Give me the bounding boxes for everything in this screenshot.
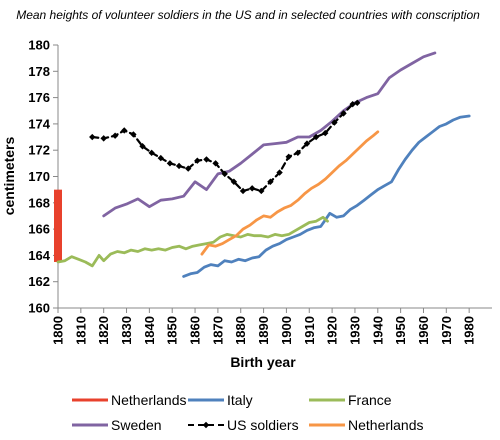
legend-item-italy: Italy	[188, 392, 253, 408]
series-us-soldiers-point	[157, 154, 164, 162]
legend-label: Italy	[227, 392, 253, 408]
y-tick-label: 162	[28, 274, 50, 289]
series-us-soldiers-point	[312, 133, 320, 141]
y-tick-label: 168	[28, 195, 50, 210]
series-italy-line	[182, 114, 471, 278]
x-tick-label: 1940	[370, 316, 385, 345]
series-netherlands-line	[200, 130, 380, 256]
legend-item-sweden: Sweden	[72, 417, 162, 433]
x-tick-label: 1820	[96, 316, 111, 345]
x-tick-label: 1880	[233, 316, 248, 345]
series-us-soldiers-point	[111, 132, 119, 139]
x-tick-label: 1830	[119, 316, 134, 345]
series-us-soldiers-point	[285, 153, 292, 160]
series-us-soldiers-line	[91, 101, 359, 193]
x-tick-label: 1960	[416, 316, 431, 345]
series-us-soldiers-point	[212, 160, 219, 167]
series-us-soldiers-point	[267, 178, 274, 185]
series-us-soldiers-point	[276, 169, 283, 176]
x-tick-label: 1890	[256, 316, 271, 345]
x-tick-label: 1970	[439, 316, 454, 345]
series-netherlands-range-bar	[54, 189, 62, 262]
x-tick-label: 1980	[462, 316, 477, 345]
legend-marker	[202, 421, 210, 429]
x-tick-label: 1910	[302, 316, 317, 345]
x-tick-label: 1840	[142, 316, 157, 345]
x-tick-label: 1860	[188, 316, 203, 345]
series-us-soldiers-point	[248, 185, 256, 192]
x-tick-label: 1930	[347, 316, 362, 345]
series-us-soldiers-point	[185, 165, 192, 172]
legend-label: Netherlands	[348, 417, 424, 433]
legend-item-netherlands: Netherlands	[309, 417, 424, 433]
series-us-soldiers-point	[89, 133, 96, 141]
y-tick-label: 160	[28, 301, 50, 316]
series-us-soldiers-point	[349, 100, 356, 108]
y-axis-label: centimeters	[1, 136, 17, 215]
series-us-soldiers-point	[331, 119, 338, 126]
series-us-soldiers-point	[258, 187, 265, 195]
y-tick-label: 180	[28, 38, 50, 53]
series-layer	[54, 51, 471, 278]
legend-label: US soldiers	[227, 417, 299, 433]
x-tick-label: 1800	[51, 316, 66, 345]
legend-item-us-soldiers: US soldiers	[188, 417, 299, 433]
series-us-soldiers-point	[239, 187, 247, 195]
y-tick-label: 166	[28, 222, 50, 237]
series-us-soldiers-point	[100, 135, 107, 142]
series-us-soldiers-point	[294, 149, 302, 157]
x-tick-label: 1810	[73, 316, 88, 345]
x-tick-label: 1950	[393, 316, 408, 345]
x-tick-label: 1900	[279, 316, 294, 345]
legend-item-netherlands: Netherlands	[72, 392, 187, 408]
series-sweden-line	[102, 51, 437, 218]
y-tick-label: 178	[28, 64, 50, 79]
series-us-soldiers-point	[148, 149, 155, 157]
series-us-soldiers-point	[354, 99, 361, 107]
series-us-soldiers-point	[230, 178, 238, 185]
y-tick-label: 170	[28, 169, 50, 184]
x-tick-label: 1920	[325, 316, 340, 345]
series-us-soldiers-point	[139, 143, 146, 150]
series-us-soldiers-point	[194, 157, 201, 164]
series-us-soldiers-point	[130, 131, 137, 138]
x-tick-label: 1850	[165, 316, 180, 345]
series-us-soldiers-point	[175, 162, 183, 170]
legend-label: Sweden	[111, 417, 162, 433]
series-us-soldiers-point	[203, 156, 210, 163]
legend-label: Netherlands	[111, 392, 187, 408]
series-us-soldiers-point	[121, 127, 128, 134]
series-us-soldiers-point	[340, 110, 347, 117]
series-france-line	[56, 215, 329, 268]
x-axis-label: Birth year	[230, 354, 296, 370]
y-tick-label: 172	[28, 143, 50, 158]
series-us-soldiers-point	[221, 170, 228, 178]
y-ticks: 160 162 164 166 168 170 172 174 176 178 180	[28, 38, 58, 316]
series-us-soldiers-point	[303, 140, 311, 147]
x-tick-label: 1870	[210, 316, 225, 345]
legend: Netherlands Italy France Sweden US soldiers N…	[72, 392, 424, 433]
x-ticks: 1800 1810 1820 1830 1840 1850 1860 1870 1880 1890…	[51, 308, 477, 345]
chart-title: Mean heights of volunteer soldiers in th…	[16, 8, 480, 22]
y-tick-label: 174	[28, 116, 50, 131]
legend-label: France	[348, 392, 392, 408]
series-us-soldiers-point	[166, 160, 174, 167]
y-tick-label: 176	[28, 90, 50, 105]
y-tick-label: 164	[28, 248, 50, 263]
legend-item-france: France	[309, 392, 392, 408]
series-us-soldiers-point	[322, 129, 329, 137]
